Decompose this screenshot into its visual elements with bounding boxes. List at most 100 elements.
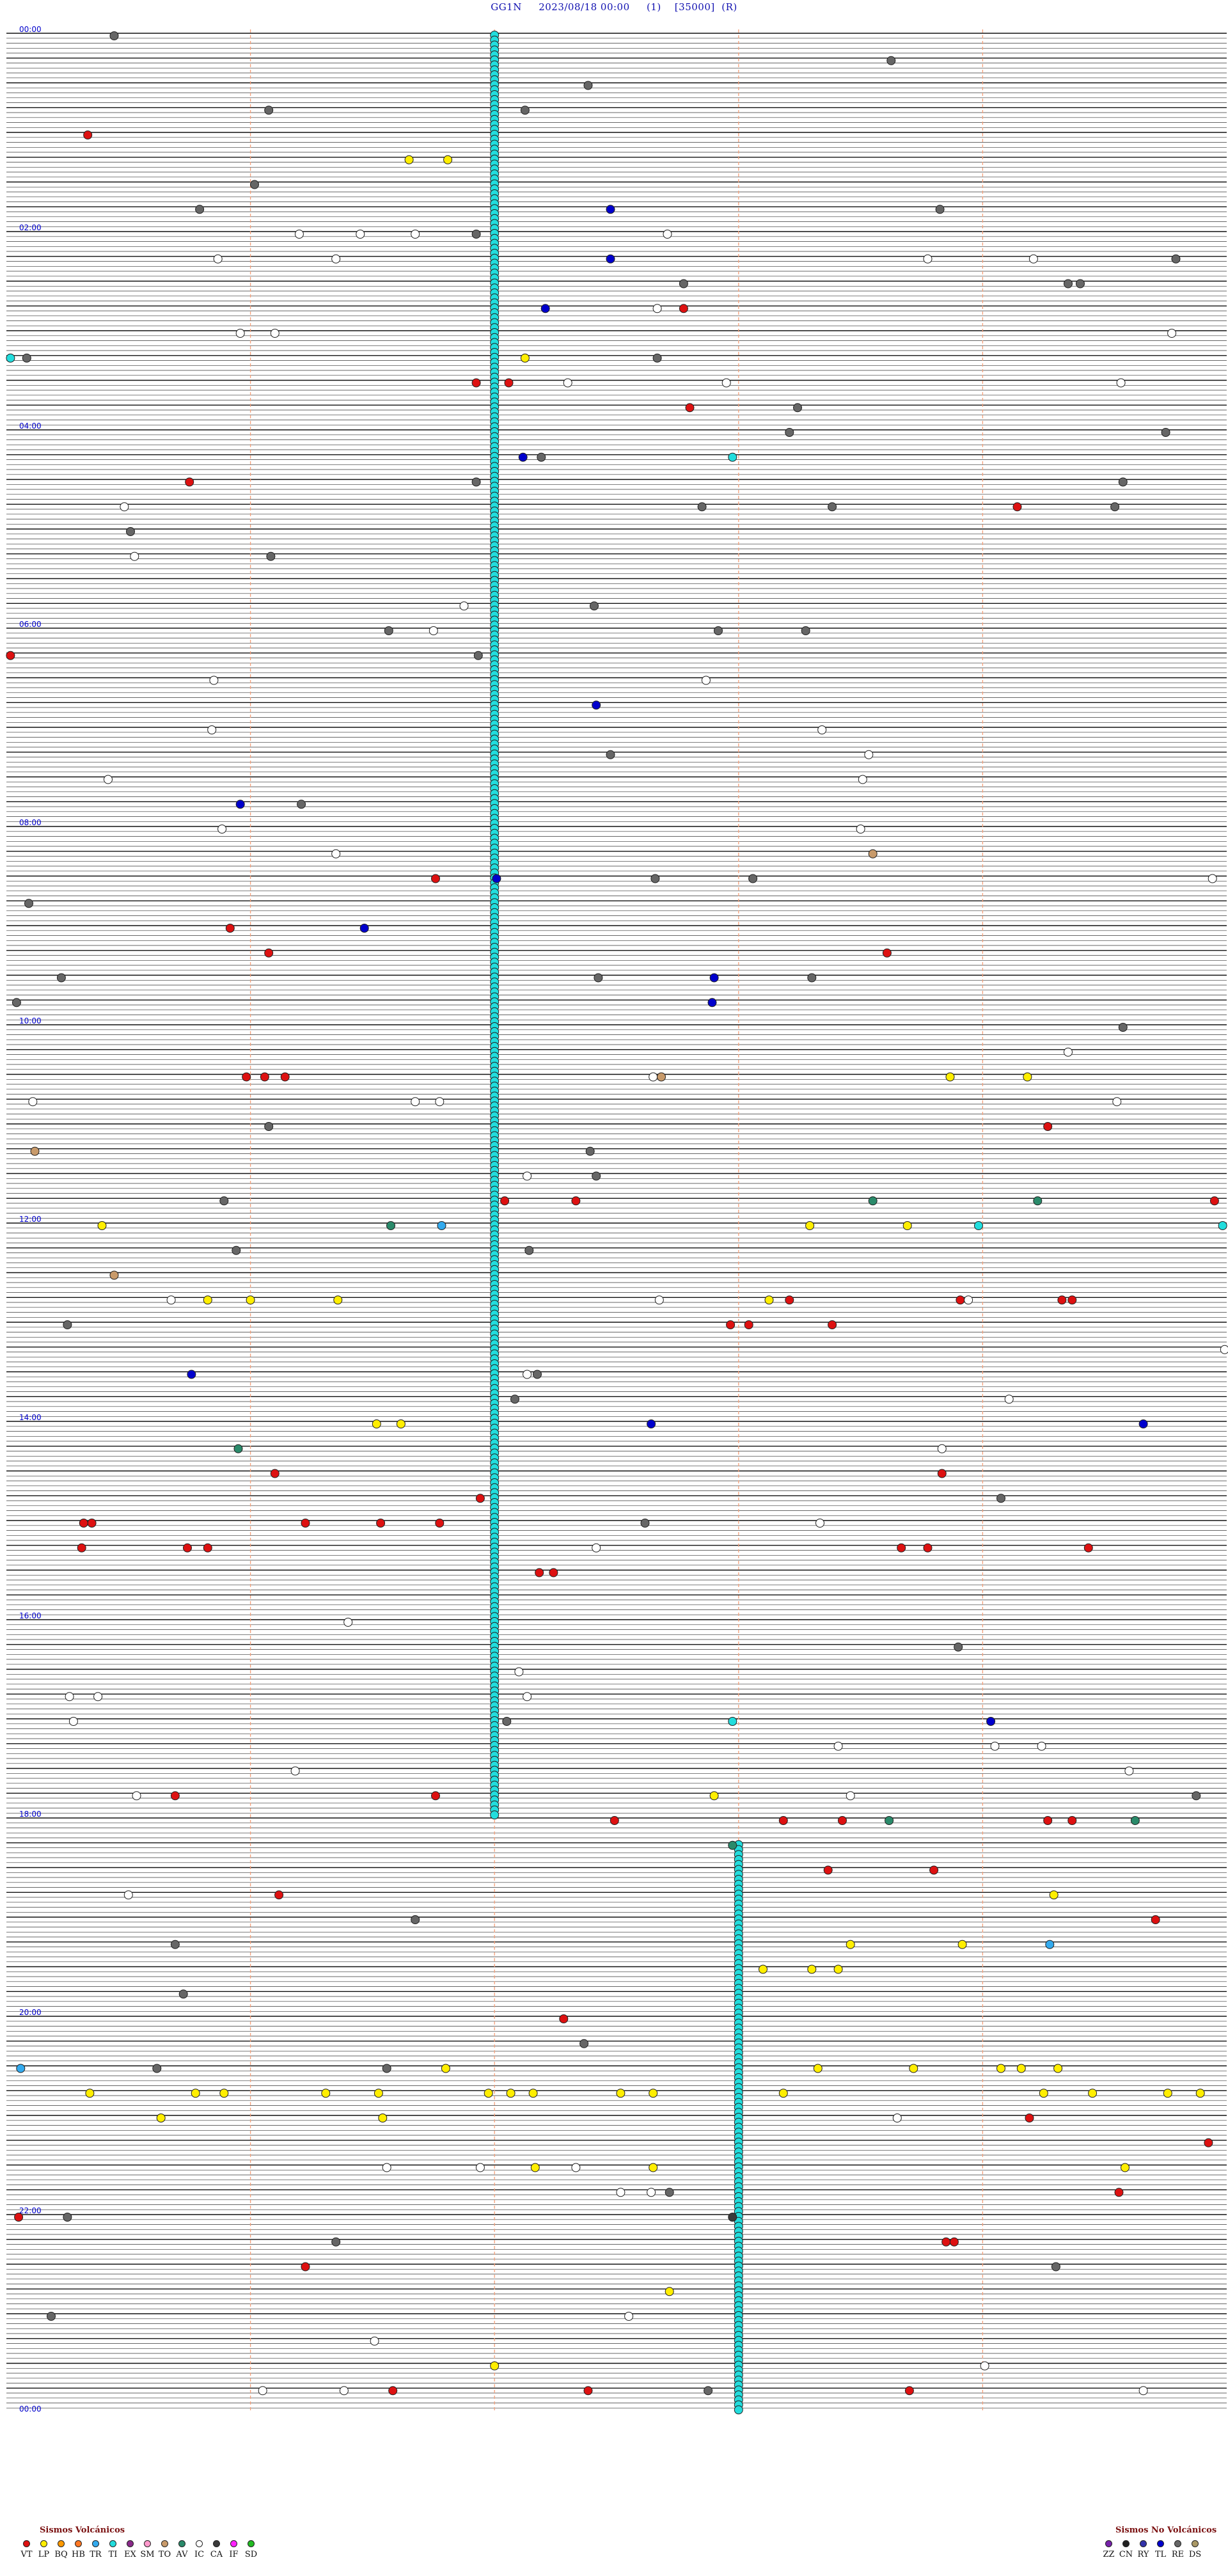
event-marker (1204, 2138, 1213, 2147)
event-marker (956, 1295, 965, 1305)
event-marker (217, 825, 227, 834)
event-marker (606, 750, 615, 759)
legend-label: DS (1188, 2550, 1202, 2559)
event-marker (411, 230, 420, 239)
event-marker (264, 948, 274, 958)
event-marker (207, 725, 217, 734)
event-marker (187, 1370, 196, 1379)
event-marker (685, 403, 695, 413)
event-marker (219, 2089, 229, 2098)
event-marker (937, 1469, 947, 1478)
chart-title: GG1N 2023/08/18 00:00 (1) [35000] (R) (491, 1, 737, 13)
event-marker (79, 1519, 88, 1528)
event-marker (904, 2386, 914, 2396)
event-marker (233, 1444, 243, 1453)
event-marker (856, 825, 865, 834)
legend-item: TL (1152, 2540, 1169, 2559)
event-marker (321, 2089, 331, 2098)
legend-dot (213, 2540, 220, 2547)
event-marker (382, 2163, 391, 2172)
ti-marker (734, 2405, 743, 2415)
event-marker (1028, 254, 1038, 264)
event-marker (523, 1692, 532, 1702)
event-marker (571, 2163, 581, 2172)
event-marker (372, 1419, 381, 1428)
event-marker (431, 1791, 440, 1801)
event-marker (838, 1816, 847, 1825)
legend-dot (144, 2540, 151, 2547)
event-marker (388, 2386, 398, 2396)
event-marker (1195, 2089, 1205, 2098)
event-marker (471, 378, 481, 388)
legend-label: CN (1119, 2550, 1133, 2559)
legend-item: TR (87, 2540, 104, 2559)
event-marker (63, 2213, 72, 2222)
event-marker (846, 1940, 855, 1949)
event-marker (945, 1072, 955, 1082)
legend-dot (1157, 2540, 1164, 2547)
hour-label: 12:00 (19, 1215, 42, 1224)
event-marker (801, 626, 810, 635)
event-marker (923, 254, 933, 264)
event-marker (166, 1295, 176, 1305)
legend-item: EX (122, 2540, 139, 2559)
legend-volcanic: VT LP BQ HB TR TI EX SM TO AV IC CA IF SD (18, 2540, 260, 2559)
legend-item: SM (139, 2540, 156, 2559)
event-marker (492, 874, 501, 883)
event-marker (12, 998, 21, 1007)
legend-dot (1140, 2540, 1147, 2547)
event-marker (1220, 1345, 1228, 1354)
event-marker (815, 1519, 824, 1528)
event-marker (559, 2014, 569, 2023)
event-marker (1016, 2064, 1026, 2073)
event-marker (16, 2064, 26, 2073)
legend-label: TI (108, 2550, 118, 2559)
legend-dot (1174, 2540, 1181, 2547)
event-marker (937, 1444, 947, 1453)
legend-item: ZZ (1100, 2540, 1117, 2559)
event-marker (6, 651, 15, 660)
event-marker (1033, 1196, 1043, 1206)
legend-item: VT (18, 2540, 35, 2559)
event-marker (964, 1295, 973, 1305)
hour-label: 14:00 (19, 1413, 42, 1422)
hour-label: 20:00 (19, 2008, 42, 2017)
event-marker (652, 353, 662, 363)
event-marker (759, 1964, 767, 1974)
hour-label: 02:00 (19, 223, 42, 232)
event-marker (813, 2064, 823, 2073)
event-marker (490, 2361, 500, 2371)
event-marker (954, 1642, 963, 1652)
event-marker (1012, 502, 1022, 512)
legend-item: CA (208, 2540, 225, 2559)
event-marker (996, 2064, 1005, 2073)
event-marker (616, 2188, 626, 2197)
legend-label: SD (244, 2550, 258, 2559)
event-marker (475, 2163, 485, 2172)
event-marker (707, 998, 717, 1007)
event-marker (260, 1072, 269, 1082)
event-marker (30, 1146, 40, 1156)
event-marker (897, 1543, 906, 1553)
event-marker (83, 130, 93, 139)
legend-item: HB (70, 2540, 87, 2559)
event-marker (616, 2089, 626, 2098)
event-marker (721, 378, 731, 388)
event-marker (280, 1072, 290, 1082)
hour-label: 22:00 (19, 2206, 42, 2215)
event-marker (828, 502, 837, 512)
event-marker (191, 2089, 200, 2098)
event-marker (1053, 2064, 1063, 2073)
event-marker (235, 329, 245, 338)
event-marker (697, 502, 707, 512)
hour-label: 18:00 (19, 1810, 42, 1819)
event-marker (1118, 477, 1128, 487)
legend-dot (178, 2540, 185, 2547)
event-marker (817, 725, 827, 734)
event-marker (213, 254, 223, 264)
event-marker (258, 2386, 267, 2396)
event-marker (22, 353, 31, 363)
event-marker (941, 2237, 951, 2247)
event-marker (510, 1395, 519, 1404)
event-marker (1025, 2114, 1034, 2122)
